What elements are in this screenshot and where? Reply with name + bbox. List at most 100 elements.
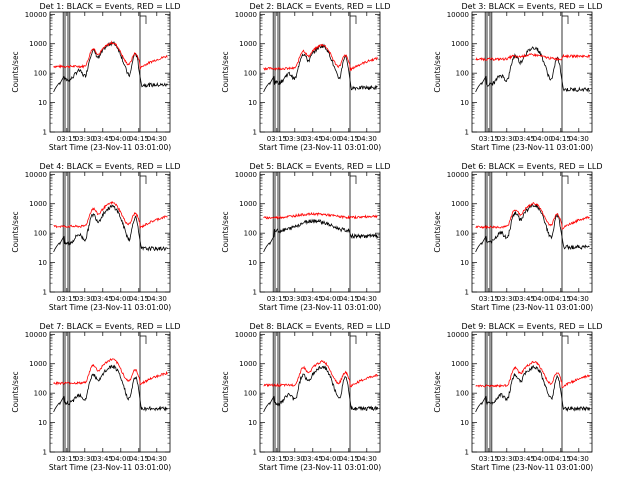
y-tick-label: 1 — [43, 129, 47, 137]
x-tick-label: 04:15 — [339, 295, 359, 303]
x-tick-label: 03:45 — [303, 135, 323, 143]
x-tick-label: 03:15 — [267, 135, 287, 143]
y-tick-label: 10 — [460, 99, 469, 107]
y-tick-label: 1000 — [451, 200, 469, 208]
x-tick-label: 03:30 — [497, 455, 517, 463]
x-tick-label: 04:30 — [357, 455, 377, 463]
y-tick-label: 10 — [248, 419, 257, 427]
x-tick-label: 03:45 — [515, 455, 535, 463]
x-tick-label: 04:00 — [321, 295, 341, 303]
x-tick-label: 04:00 — [321, 455, 341, 463]
y-tick-label: 1 — [253, 449, 257, 457]
chart-panel-det-1: Det 1: BLACK = Events, RED = LLD 1 10 100 10… — [11, 2, 180, 152]
x-tick-label: 03:45 — [303, 455, 323, 463]
y-axis-label: Counts/sec — [11, 371, 20, 412]
x-tick-label: 04:00 — [111, 455, 131, 463]
series-events-line — [263, 218, 378, 253]
state-marker — [562, 15, 569, 24]
y-axis-label: Counts/sec — [221, 371, 230, 412]
x-tick-label: 04:00 — [533, 295, 553, 303]
x-tick-label: 03:15 — [479, 295, 499, 303]
x-tick-label: 04:15 — [129, 455, 149, 463]
x-tick-label: 04:00 — [533, 135, 553, 143]
x-tick-label: 04:30 — [357, 135, 377, 143]
x-tick-label: 04:30 — [357, 295, 377, 303]
x-tick-label: 03:15 — [479, 135, 499, 143]
y-tick-label: 100 — [244, 230, 257, 238]
y-tick-label: 1000 — [451, 360, 469, 368]
chart-panel-det-6: Det 6: BLACK = Events, RED = LLD 1 10 100 10… — [433, 162, 602, 312]
series-events-line — [475, 364, 590, 413]
plot-frame — [471, 331, 593, 453]
x-axis-label: Start Time (23-Nov-11 03:01:00) — [49, 463, 171, 472]
plot-frame — [49, 11, 171, 133]
y-tick-label: 100 — [34, 390, 47, 398]
state-marker — [562, 335, 569, 344]
y-tick-label: 100 — [456, 230, 469, 238]
x-tick-label: 03:30 — [75, 295, 95, 303]
x-axis-label: Start Time (23-Nov-11 03:01:00) — [471, 303, 593, 312]
series-events-line — [263, 365, 378, 413]
y-axis-label: Counts/sec — [11, 51, 20, 92]
y-tick-label: 10 — [248, 99, 257, 107]
x-tick-label: 03:45 — [515, 135, 535, 143]
panel-title: Det 7: BLACK = Events, RED = LLD — [40, 322, 181, 331]
y-axis-label: Counts/sec — [433, 51, 442, 92]
state-marker — [350, 15, 357, 24]
x-tick-label: 03:15 — [267, 295, 287, 303]
plot-frame — [471, 11, 593, 133]
x-tick-label: 04:15 — [551, 295, 571, 303]
y-tick-label: 100 — [456, 390, 469, 398]
y-tick-label: 10 — [460, 419, 469, 427]
plot-frame — [49, 171, 171, 293]
series-lld-line — [475, 360, 590, 389]
series-lld-line — [475, 202, 590, 230]
y-tick-label: 10000 — [235, 11, 257, 19]
series-events-line — [53, 364, 168, 413]
x-tick-label: 03:15 — [479, 455, 499, 463]
plot-frame — [259, 171, 381, 293]
x-tick-label: 03:45 — [303, 295, 323, 303]
y-tick-label: 10000 — [25, 11, 47, 19]
x-axis-label: Start Time (23-Nov-11 03:01:00) — [49, 303, 171, 312]
plot-frame — [471, 171, 593, 293]
x-tick-label: 03:15 — [57, 295, 77, 303]
x-axis-label: Start Time (23-Nov-11 03:01:00) — [259, 463, 381, 472]
y-tick-label: 1 — [253, 129, 257, 137]
x-tick-label: 03:30 — [285, 135, 305, 143]
x-axis-label: Start Time (23-Nov-11 03:01:00) — [259, 303, 381, 312]
panel-title: Det 3: BLACK = Events, RED = LLD — [462, 2, 603, 11]
y-tick-label: 1000 — [29, 360, 47, 368]
y-tick-label: 10000 — [235, 331, 257, 339]
y-tick-label: 10000 — [25, 331, 47, 339]
panel-title: Det 9: BLACK = Events, RED = LLD — [462, 322, 603, 331]
series-events-line — [53, 41, 168, 93]
x-tick-label: 03:30 — [285, 295, 305, 303]
x-axis-label: Start Time (23-Nov-11 03:01:00) — [259, 143, 381, 152]
y-tick-label: 1000 — [239, 360, 257, 368]
x-tick-label: 04:15 — [551, 455, 571, 463]
series-events-line — [475, 46, 590, 93]
y-tick-label: 100 — [244, 70, 257, 78]
y-axis-label: Counts/sec — [221, 51, 230, 92]
chart-panel-det-9: Det 9: BLACK = Events, RED = LLD 1 10 100 10… — [433, 322, 602, 472]
x-tick-label: 03:30 — [285, 455, 305, 463]
plot-frame — [259, 11, 381, 133]
panel-title: Det 8: BLACK = Events, RED = LLD — [250, 322, 391, 331]
y-tick-label: 1 — [43, 289, 47, 297]
chart-panel-det-7: Det 7: BLACK = Events, RED = LLD 1 10 100 10… — [11, 322, 180, 472]
panel-title: Det 2: BLACK = Events, RED = LLD — [250, 2, 391, 11]
y-tick-label: 10000 — [447, 11, 469, 19]
state-marker — [350, 335, 357, 344]
x-tick-label: 04:30 — [147, 455, 167, 463]
x-tick-label: 04:15 — [129, 295, 149, 303]
series-events-line — [475, 203, 590, 253]
y-tick-label: 10 — [38, 99, 47, 107]
plot-frame — [49, 331, 171, 453]
x-tick-label: 03:30 — [75, 135, 95, 143]
y-tick-label: 1000 — [451, 40, 469, 48]
chart-panel-det-2: Det 2: BLACK = Events, RED = LLD 1 10 100 10… — [221, 2, 390, 152]
x-axis-label: Start Time (23-Nov-11 03:01:00) — [49, 143, 171, 152]
panel-title: Det 6: BLACK = Events, RED = LLD — [462, 162, 603, 171]
chart-panel-det-3: Det 3: BLACK = Events, RED = LLD 1 10 100 10… — [433, 2, 602, 152]
